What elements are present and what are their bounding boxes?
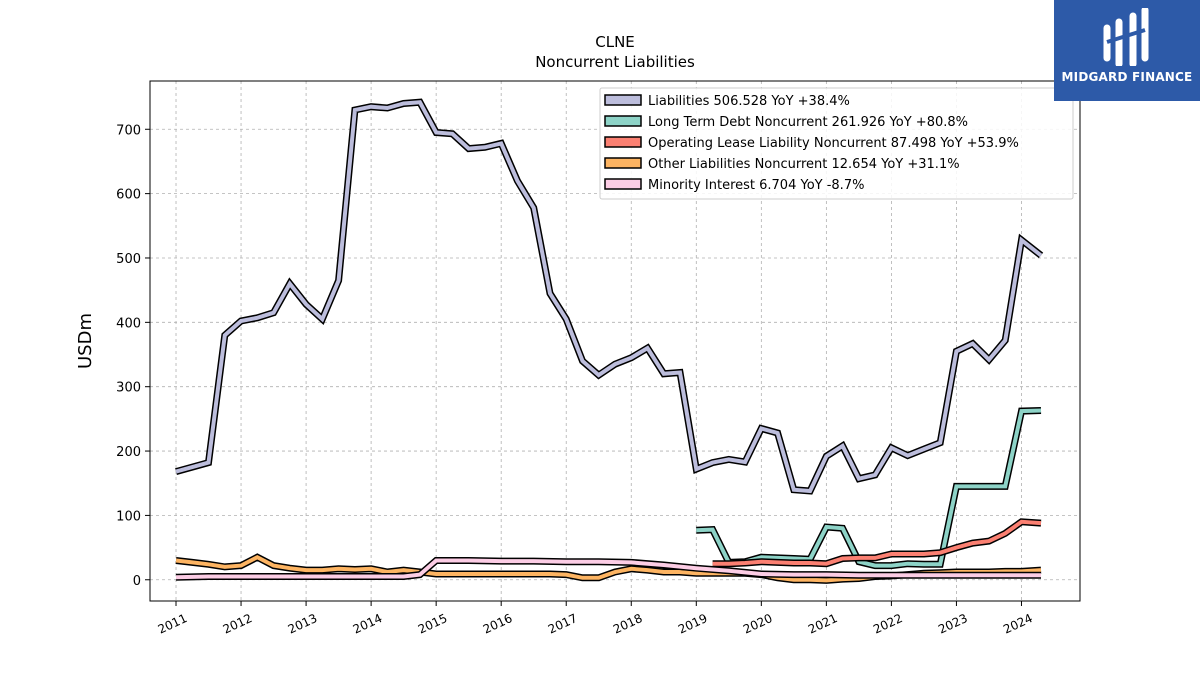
x-tick-label: 2013 [286,611,320,637]
x-tick-label: 2020 [741,611,775,637]
x-tick-label: 2021 [806,611,840,637]
series-line [175,100,1043,494]
series-lines [175,98,1044,584]
y-tick-label: 400 [116,316,141,331]
plot-frame [149,80,1081,602]
legend-entry: Minority Interest 6.704 YoY -8.7% [648,178,864,193]
legend-entry: Long Term Debt Noncurrent 261.926 YoY +8… [648,115,968,130]
series-line [175,558,1041,580]
y-tick-label: 500 [116,252,141,267]
y-axis-ticks: 0 100 200 300 400 500 600 700 [116,123,150,589]
x-tick-label: 2024 [1001,611,1035,637]
legend: Liabilities 506.528 YoY +38.4% Long Term … [599,87,1074,200]
series-2 [712,518,1042,568]
x-tick-label: 2022 [871,611,905,637]
chart-subtitle: Noncurrent Liabilities [535,53,695,71]
x-tick-label: 2011 [156,611,190,637]
x-tick-label: 2016 [481,611,515,637]
legend-entry: Other Liabilities Noncurrent 12.654 YoY … [648,157,960,172]
brand-name: MIDGARD FINANCE [1061,70,1193,84]
x-axis-ticks: 2011 2012 2013 2014 2015 2016 2017 2018 2019 2020… [156,601,1035,637]
x-tick-label: 2018 [611,611,645,637]
legend-swatch [604,94,642,106]
y-tick-label: 0 [133,574,141,589]
y-axis-label: USDm [75,313,96,369]
legend-swatch [604,157,642,169]
legend-box [599,87,1074,200]
y-tick-label: 100 [116,509,141,524]
legend-swatch [604,115,642,127]
y-tick-label: 600 [116,188,141,203]
brand-logo: MIDGARD FINANCE [1054,0,1200,101]
y-tick-label: 200 [116,445,141,460]
x-tick-label: 2019 [676,611,710,637]
x-tick-label: 2014 [351,611,385,637]
x-tick-label: 2017 [546,611,580,637]
legend-entry: Liabilities 506.528 YoY +38.4% [648,94,850,109]
x-tick-label: 2015 [416,611,450,637]
legend-swatch [604,178,642,190]
legend-entry: Operating Lease Liability Noncurrent 87.… [648,136,1019,151]
y-tick-label: 300 [116,381,141,396]
series-line [712,519,1042,566]
chart-title: CLNE [595,33,635,51]
y-tick-label: 700 [116,123,141,138]
series-4 [175,557,1041,581]
x-tick-label: 2012 [221,611,255,637]
legend-swatch [604,136,642,148]
x-tick-label: 2023 [936,611,970,637]
brand-mark-icon [1103,8,1149,66]
series-0 [175,98,1044,495]
